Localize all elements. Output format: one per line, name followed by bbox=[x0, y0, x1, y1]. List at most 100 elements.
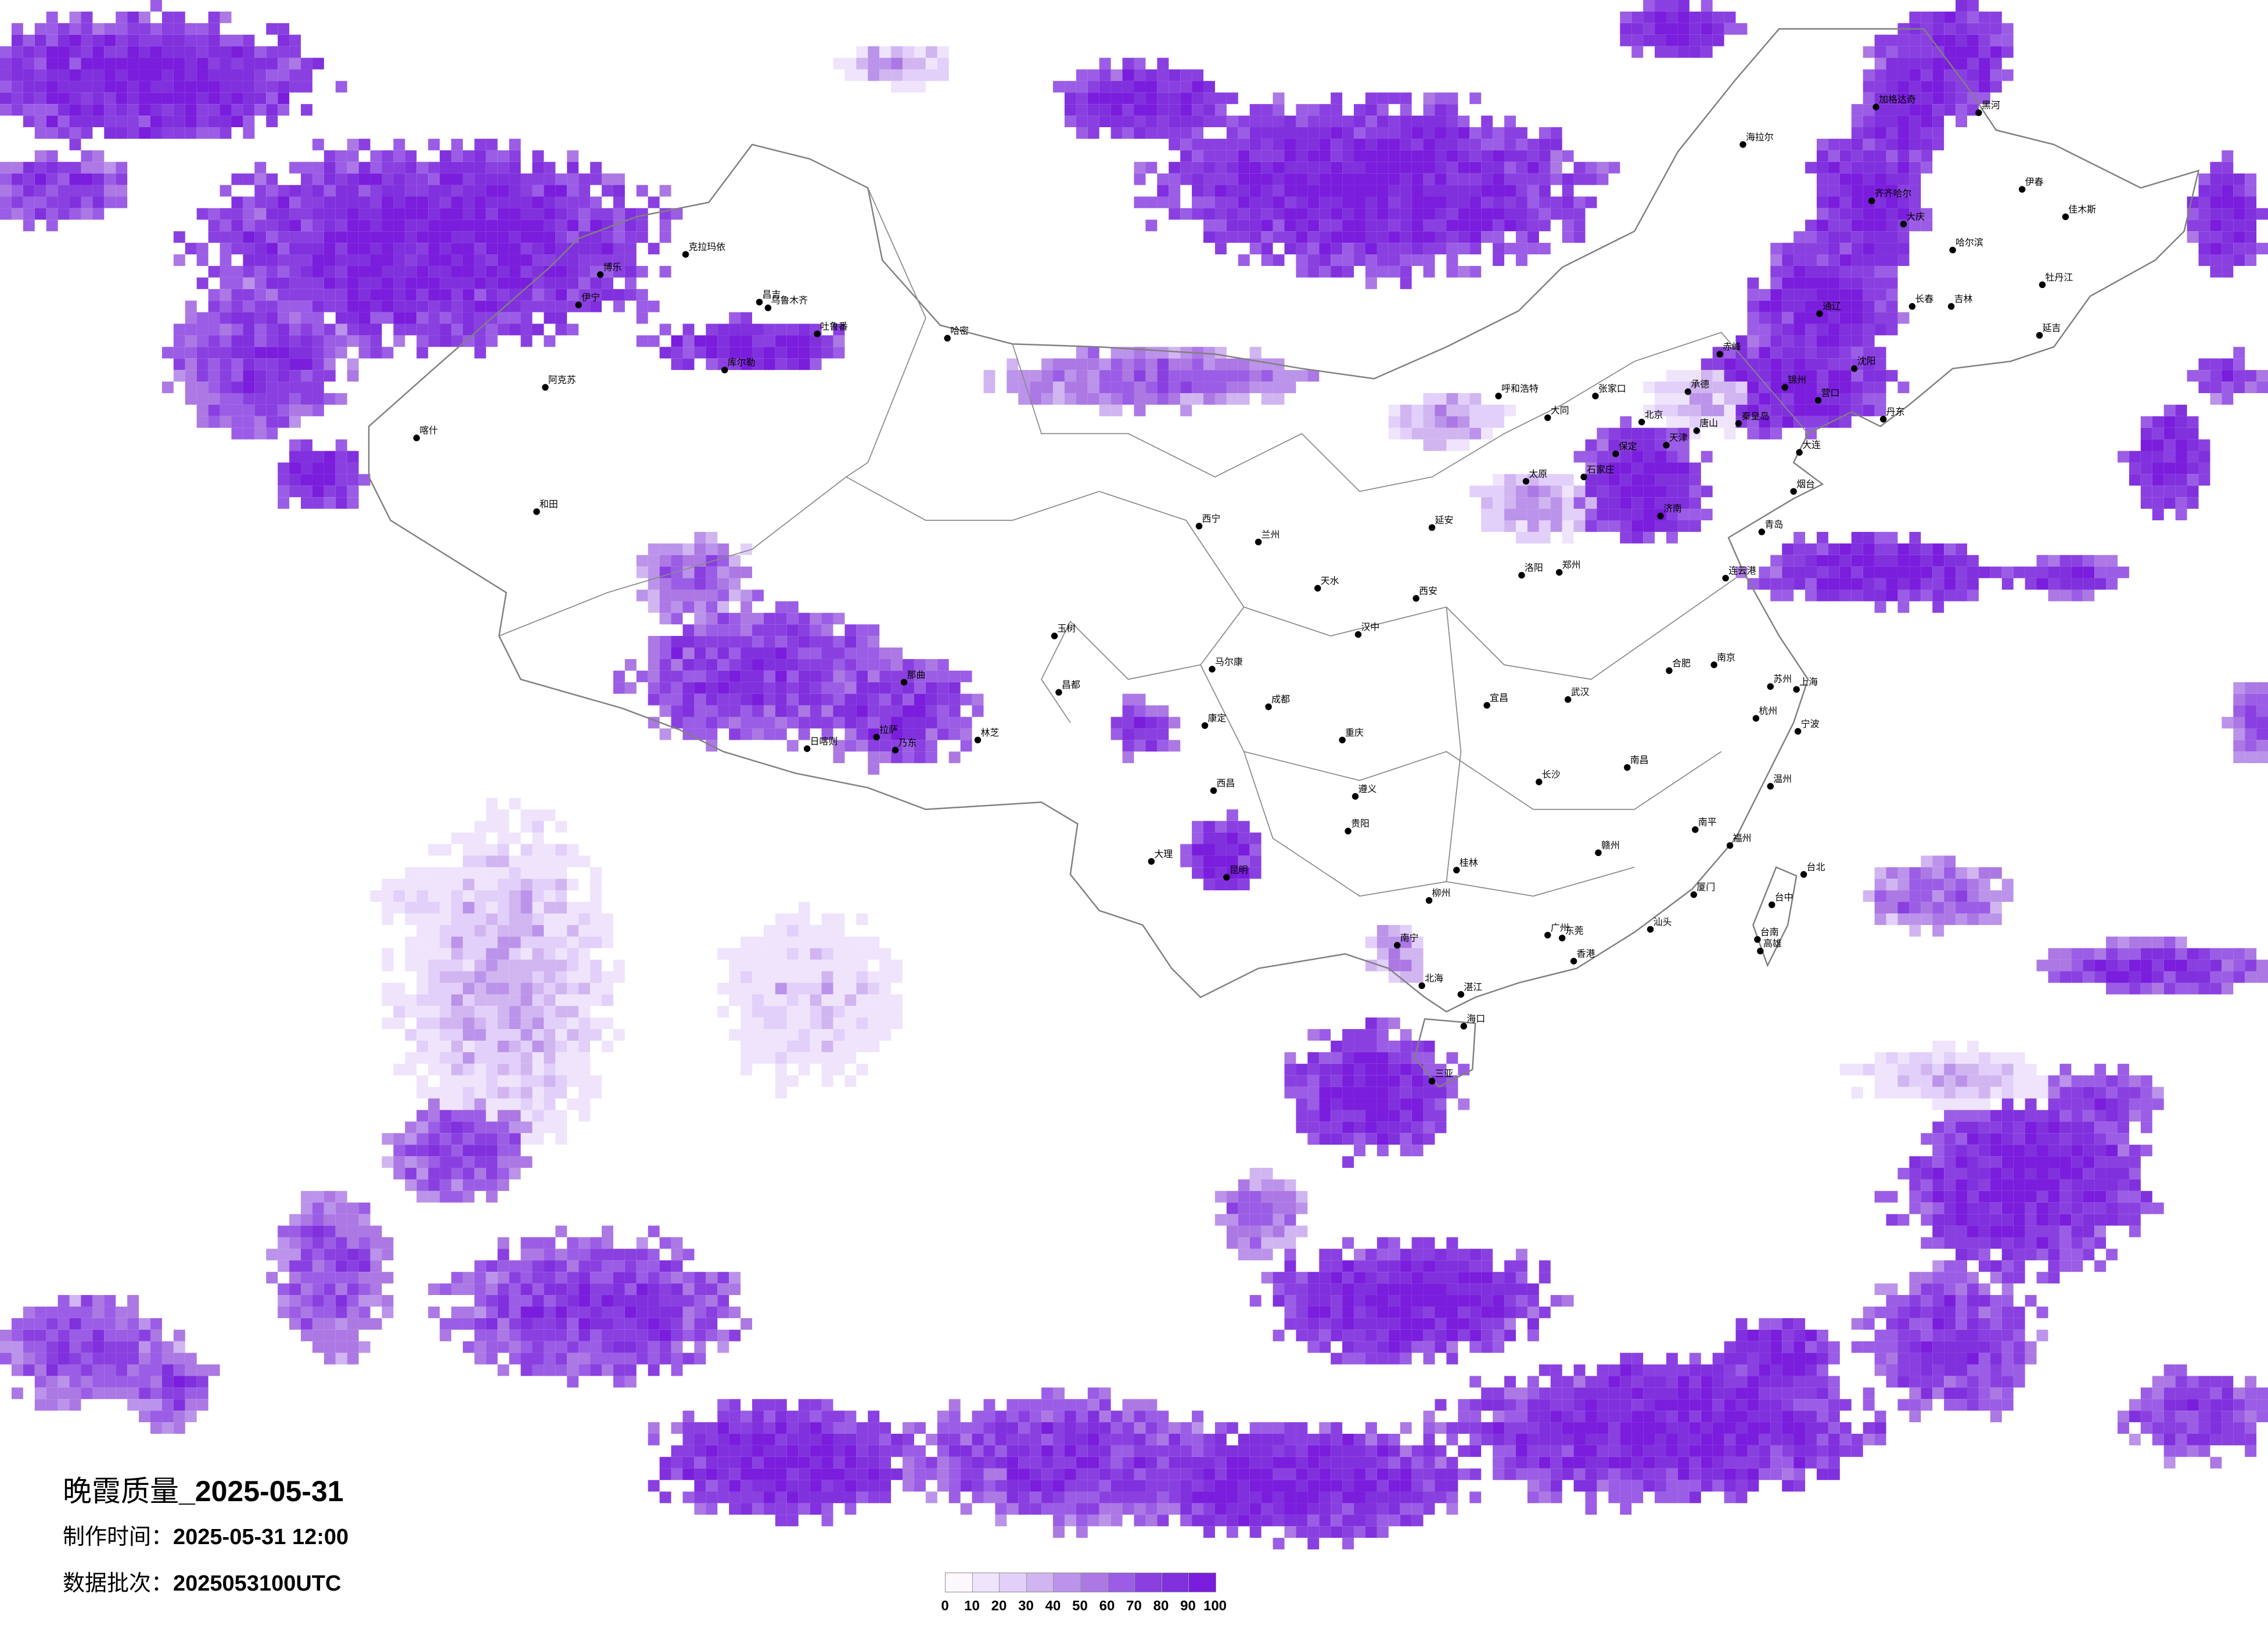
raster-cell bbox=[2013, 1190, 2025, 1203]
raster-cell bbox=[1238, 855, 1250, 868]
raster-cell bbox=[1376, 1110, 1389, 1122]
raster-cell bbox=[752, 1029, 764, 1041]
raster-cell bbox=[1238, 185, 1250, 197]
raster-cell bbox=[1481, 220, 1493, 232]
raster-cell bbox=[1956, 543, 1967, 555]
raster-cell bbox=[1319, 1110, 1331, 1122]
raster-cell bbox=[763, 647, 775, 659]
raster-cell bbox=[1597, 173, 1609, 185]
raster-cell bbox=[2059, 1225, 2072, 1238]
raster-cell bbox=[1388, 116, 1400, 128]
raster-cell bbox=[694, 589, 706, 602]
raster-cell bbox=[1701, 416, 1713, 428]
raster-cell bbox=[462, 924, 475, 937]
raster-cell bbox=[1342, 1272, 1354, 1284]
raster-cell bbox=[173, 69, 185, 81]
raster-cell bbox=[1851, 265, 1863, 278]
raster-cell bbox=[2001, 1214, 2014, 1226]
raster-cell bbox=[1666, 509, 1678, 520]
raster-cell bbox=[1238, 173, 1250, 185]
raster-cell bbox=[2198, 173, 2211, 185]
raster-cell bbox=[1886, 265, 1898, 278]
raster-cell bbox=[509, 924, 521, 937]
raster-cell bbox=[1145, 705, 1158, 717]
raster-cell bbox=[1192, 150, 1204, 162]
raster-cell bbox=[810, 358, 822, 370]
raster-cell bbox=[520, 1029, 533, 1041]
raster-cell bbox=[1828, 196, 1840, 208]
raster-cell bbox=[1400, 936, 1412, 948]
raster-cell bbox=[150, 127, 162, 139]
raster-cell bbox=[2059, 1145, 2072, 1157]
raster-cell bbox=[509, 161, 521, 174]
raster-cell bbox=[1214, 821, 1227, 833]
raster-cell bbox=[1214, 855, 1227, 868]
raster-cell bbox=[1134, 358, 1146, 370]
raster-cell bbox=[1851, 578, 1863, 590]
raster-cell bbox=[185, 393, 197, 405]
raster-cell bbox=[2198, 185, 2211, 197]
raster-cell bbox=[1122, 69, 1134, 81]
raster-cell bbox=[520, 254, 533, 266]
raster-cell bbox=[1863, 208, 1875, 220]
raster-cell bbox=[1759, 335, 1771, 347]
raster-cell bbox=[312, 1318, 324, 1330]
raster-cell bbox=[347, 138, 359, 150]
raster-cell bbox=[196, 335, 209, 347]
raster-cell bbox=[358, 289, 371, 301]
raster-cell bbox=[1249, 208, 1261, 220]
raster-cell bbox=[1909, 34, 1921, 46]
raster-cell bbox=[706, 543, 718, 555]
raster-cell bbox=[1411, 138, 1424, 150]
raster-cell bbox=[220, 312, 232, 324]
raster-cell bbox=[497, 809, 509, 821]
raster-cell bbox=[451, 312, 463, 324]
raster-cell bbox=[1400, 1052, 1412, 1064]
raster-cell bbox=[440, 1121, 452, 1134]
raster-cell bbox=[335, 265, 347, 278]
raster-cell bbox=[509, 1098, 521, 1110]
raster-cell bbox=[1435, 1260, 1447, 1272]
raster-cell bbox=[1782, 416, 1794, 428]
raster-cell bbox=[358, 1237, 371, 1249]
raster-cell bbox=[1493, 1272, 1505, 1284]
raster-cell bbox=[1376, 231, 1389, 243]
raster-cell bbox=[497, 1145, 509, 1157]
raster-cell bbox=[462, 1168, 475, 1179]
raster-cell bbox=[1562, 231, 1574, 243]
raster-cell bbox=[1874, 370, 1886, 382]
raster-cell bbox=[2222, 185, 2234, 197]
raster-cell bbox=[532, 879, 544, 891]
raster-cell bbox=[1376, 1133, 1389, 1145]
raster-cell bbox=[2152, 971, 2164, 983]
raster-cell bbox=[2001, 46, 2014, 58]
raster-cell bbox=[891, 659, 903, 671]
raster-cell bbox=[509, 1133, 521, 1145]
raster-cell bbox=[1851, 196, 1863, 208]
raster-cell bbox=[150, 34, 162, 46]
raster-cell bbox=[1249, 1249, 1261, 1261]
raster-cell bbox=[1469, 416, 1482, 428]
raster-cell bbox=[532, 867, 544, 879]
raster-cell bbox=[347, 1214, 359, 1226]
raster-cell bbox=[1944, 1145, 1956, 1157]
raster-cell bbox=[266, 393, 278, 405]
raster-cell bbox=[2013, 1063, 2025, 1075]
raster-cell bbox=[1446, 254, 1458, 266]
raster-cell bbox=[462, 867, 475, 879]
raster-cell bbox=[891, 717, 903, 729]
raster-cell bbox=[220, 46, 232, 58]
raster-cell bbox=[1897, 382, 1910, 393]
raster-cell bbox=[1169, 382, 1181, 393]
raster-cell bbox=[2256, 751, 2268, 764]
raster-cell bbox=[1238, 138, 1250, 150]
raster-cell bbox=[2013, 1214, 2025, 1226]
raster-cell bbox=[532, 208, 544, 220]
raster-cell bbox=[1550, 161, 1562, 174]
raster-cell bbox=[312, 231, 324, 243]
raster-cell bbox=[2222, 983, 2234, 995]
raster-cell bbox=[509, 300, 521, 312]
raster-cell bbox=[798, 323, 810, 336]
raster-cell bbox=[2083, 1249, 2095, 1261]
raster-cell bbox=[405, 994, 417, 1006]
